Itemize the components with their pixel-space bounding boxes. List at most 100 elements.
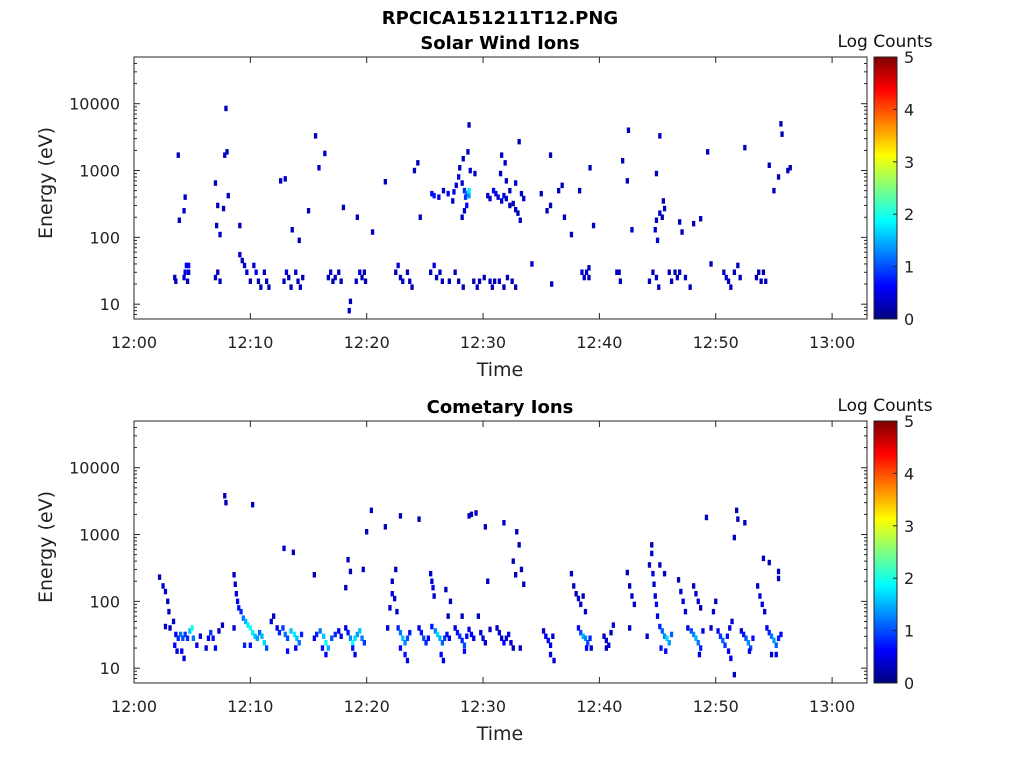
x-tick-label: 12:00 [111, 697, 157, 716]
heatmap-cell [522, 195, 526, 202]
heatmap-cell [167, 608, 171, 615]
heatmap-cell [486, 192, 490, 199]
heatmap-cell [299, 631, 304, 638]
heatmap-cell [320, 645, 325, 651]
heatmap-cell [699, 645, 703, 651]
heatmap-cell [329, 269, 333, 275]
heatmap-cell [181, 635, 185, 641]
heatmap-cell [417, 625, 421, 631]
heatmap-cell [431, 584, 435, 591]
heatmap-cell [452, 189, 456, 195]
heatmap-cell [694, 635, 698, 641]
heatmap-cell [348, 568, 353, 575]
heatmap-cell [218, 278, 222, 284]
heatmap-cell [653, 593, 657, 599]
heatmap-cell [191, 635, 195, 641]
heatmap-cell [333, 274, 337, 281]
heatmap-cell [432, 192, 436, 199]
heatmap-cell [354, 278, 358, 284]
heatmap-cell [183, 631, 187, 638]
heatmap-cell [769, 651, 774, 658]
heatmap-cell [248, 278, 252, 284]
heatmap-cell [654, 274, 659, 281]
heatmap-cell [654, 170, 659, 177]
heatmap-cell [457, 278, 461, 284]
heatmap-cell [669, 631, 674, 638]
heatmap-cell [732, 269, 736, 275]
heatmap-cell [405, 657, 410, 664]
heatmap-cell [763, 608, 767, 615]
heatmap-cell [517, 138, 521, 145]
heatmap-cell [312, 572, 316, 578]
heatmap-cell [206, 635, 211, 641]
heatmap-cell [262, 640, 266, 646]
heatmap-cell [516, 210, 520, 216]
heatmap-cell [282, 278, 286, 284]
heatmap-cell [260, 633, 264, 639]
heatmap-cell [224, 105, 228, 112]
heatmap-cell [246, 622, 250, 628]
heatmap-cell [514, 180, 518, 186]
heatmap-cell [588, 635, 592, 641]
heatmap-cell [437, 194, 441, 200]
heatmap-cell [548, 642, 553, 648]
heatmap-cell [550, 281, 554, 287]
heatmap-cell [736, 516, 740, 522]
x-tick-label: 13:00 [809, 333, 855, 352]
heatmap-cell [517, 542, 521, 548]
heatmap-cell [772, 637, 776, 644]
heatmap-cell [176, 635, 180, 641]
heatmap-cell [213, 274, 218, 281]
heatmap-cell [446, 613, 450, 619]
heatmap-cell [405, 269, 410, 275]
heatmap-cell [583, 635, 588, 641]
heatmap-cell [488, 626, 492, 633]
heatmap-cell [204, 645, 208, 651]
heatmap-cell [426, 635, 430, 641]
heatmap-cell [662, 633, 667, 639]
heatmap-cell [157, 574, 162, 580]
heatmap-cell [578, 187, 582, 194]
heatmap-cell [746, 640, 750, 646]
heatmap-cell [545, 208, 549, 214]
heatmap-cell [759, 278, 763, 284]
heatmap-cell [694, 591, 698, 597]
heatmap-cell [467, 626, 471, 633]
heatmap-cell [451, 198, 455, 204]
heatmap-cell [255, 635, 259, 641]
heatmap-cell [562, 214, 567, 220]
heatmap-cell [441, 657, 446, 664]
heatmap-cell [344, 625, 348, 631]
heatmap-cell [362, 269, 366, 275]
heatmap-cell [289, 284, 293, 290]
heatmap-cell [163, 623, 168, 630]
heatmap-cell [393, 595, 397, 602]
heatmap-cell [736, 262, 740, 269]
heatmap-cell [548, 202, 553, 209]
heatmap-cell [581, 633, 585, 639]
heatmap-cell [697, 651, 702, 658]
heatmap-cell [216, 202, 220, 209]
heatmap-cell [296, 278, 300, 284]
heatmap-cell [226, 192, 230, 199]
heatmap-cell [394, 566, 398, 573]
heatmap-cell [569, 231, 574, 238]
heatmap-cell [265, 645, 269, 651]
heatmap-cell [611, 622, 615, 628]
heatmap-cell [654, 601, 659, 608]
heatmap-cell [168, 625, 172, 631]
heatmap-cell [355, 631, 359, 638]
heatmap-cell [645, 633, 649, 639]
heatmap-cell [386, 625, 390, 631]
heatmap-cell [729, 284, 733, 290]
heatmap-cell [511, 200, 515, 207]
heatmap-cell [574, 591, 578, 597]
heatmap-cell [282, 545, 286, 552]
heatmap-cell [358, 269, 362, 275]
heatmap-cell [751, 635, 755, 641]
heatmap-cell [767, 559, 771, 566]
y-tick-label: 1000 [79, 526, 120, 545]
heatmap-cell [486, 578, 490, 584]
heatmap-cell [358, 628, 362, 634]
heatmap-cell [772, 187, 776, 194]
